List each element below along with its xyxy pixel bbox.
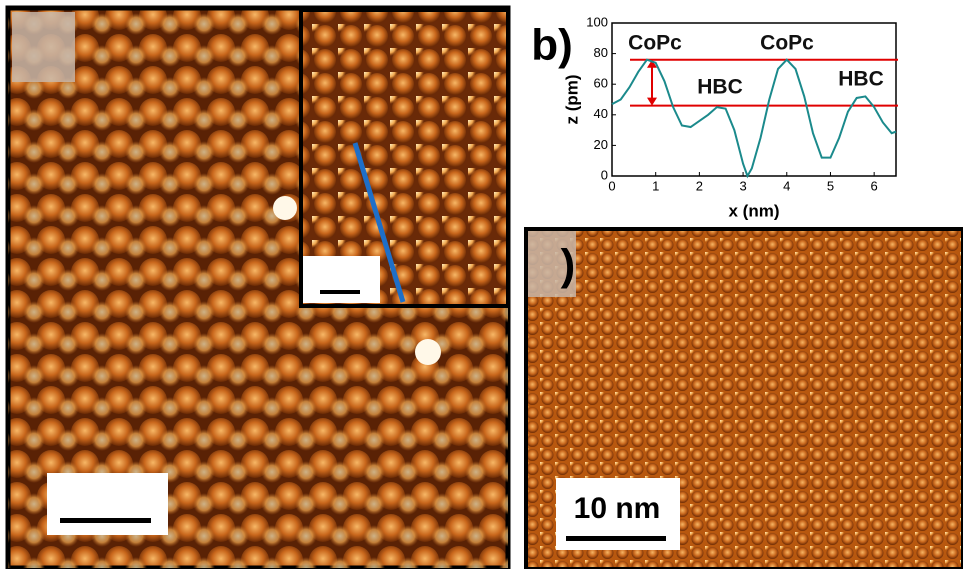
y-tick-label: 80 bbox=[594, 45, 608, 60]
annotation: HBC bbox=[697, 76, 743, 99]
y-tick-label: 100 bbox=[586, 14, 608, 29]
annotation: CoPc bbox=[628, 32, 682, 55]
x-axis-label: x (nm) bbox=[729, 201, 780, 220]
y-tick-label: 20 bbox=[594, 137, 608, 152]
inset-scale-box bbox=[303, 256, 380, 303]
scale-bar-box bbox=[47, 473, 168, 535]
panel-label: b) bbox=[531, 21, 573, 70]
scale-bar-label: 10 nm bbox=[574, 492, 661, 525]
y-tick-label: 40 bbox=[594, 106, 608, 121]
y-tick-label: 60 bbox=[594, 76, 608, 91]
x-tick-label: 5 bbox=[827, 178, 834, 193]
x-tick-label: 4 bbox=[783, 178, 790, 193]
scale-bar bbox=[566, 536, 666, 541]
bright-spot bbox=[273, 196, 297, 220]
y-tick-label: 0 bbox=[601, 167, 608, 182]
figure: ) 10 nm b) 0123456020406080100x (nm)z (p… bbox=[0, 0, 963, 569]
thumbnail bbox=[12, 12, 75, 82]
y-axis-label: z (pm) bbox=[562, 74, 581, 124]
x-tick-label: 2 bbox=[696, 178, 703, 193]
x-tick-label: 6 bbox=[871, 178, 878, 193]
annotation: CoPc bbox=[760, 32, 814, 55]
bright-spot bbox=[415, 339, 441, 365]
inset-scale-bar bbox=[320, 290, 360, 294]
x-tick-label: 3 bbox=[739, 178, 746, 193]
panel-label: ) bbox=[561, 241, 576, 290]
x-tick-label: 0 bbox=[608, 178, 615, 193]
annotation: HBC bbox=[838, 68, 884, 91]
scale-bar bbox=[60, 518, 151, 523]
x-tick-label: 1 bbox=[652, 178, 659, 193]
